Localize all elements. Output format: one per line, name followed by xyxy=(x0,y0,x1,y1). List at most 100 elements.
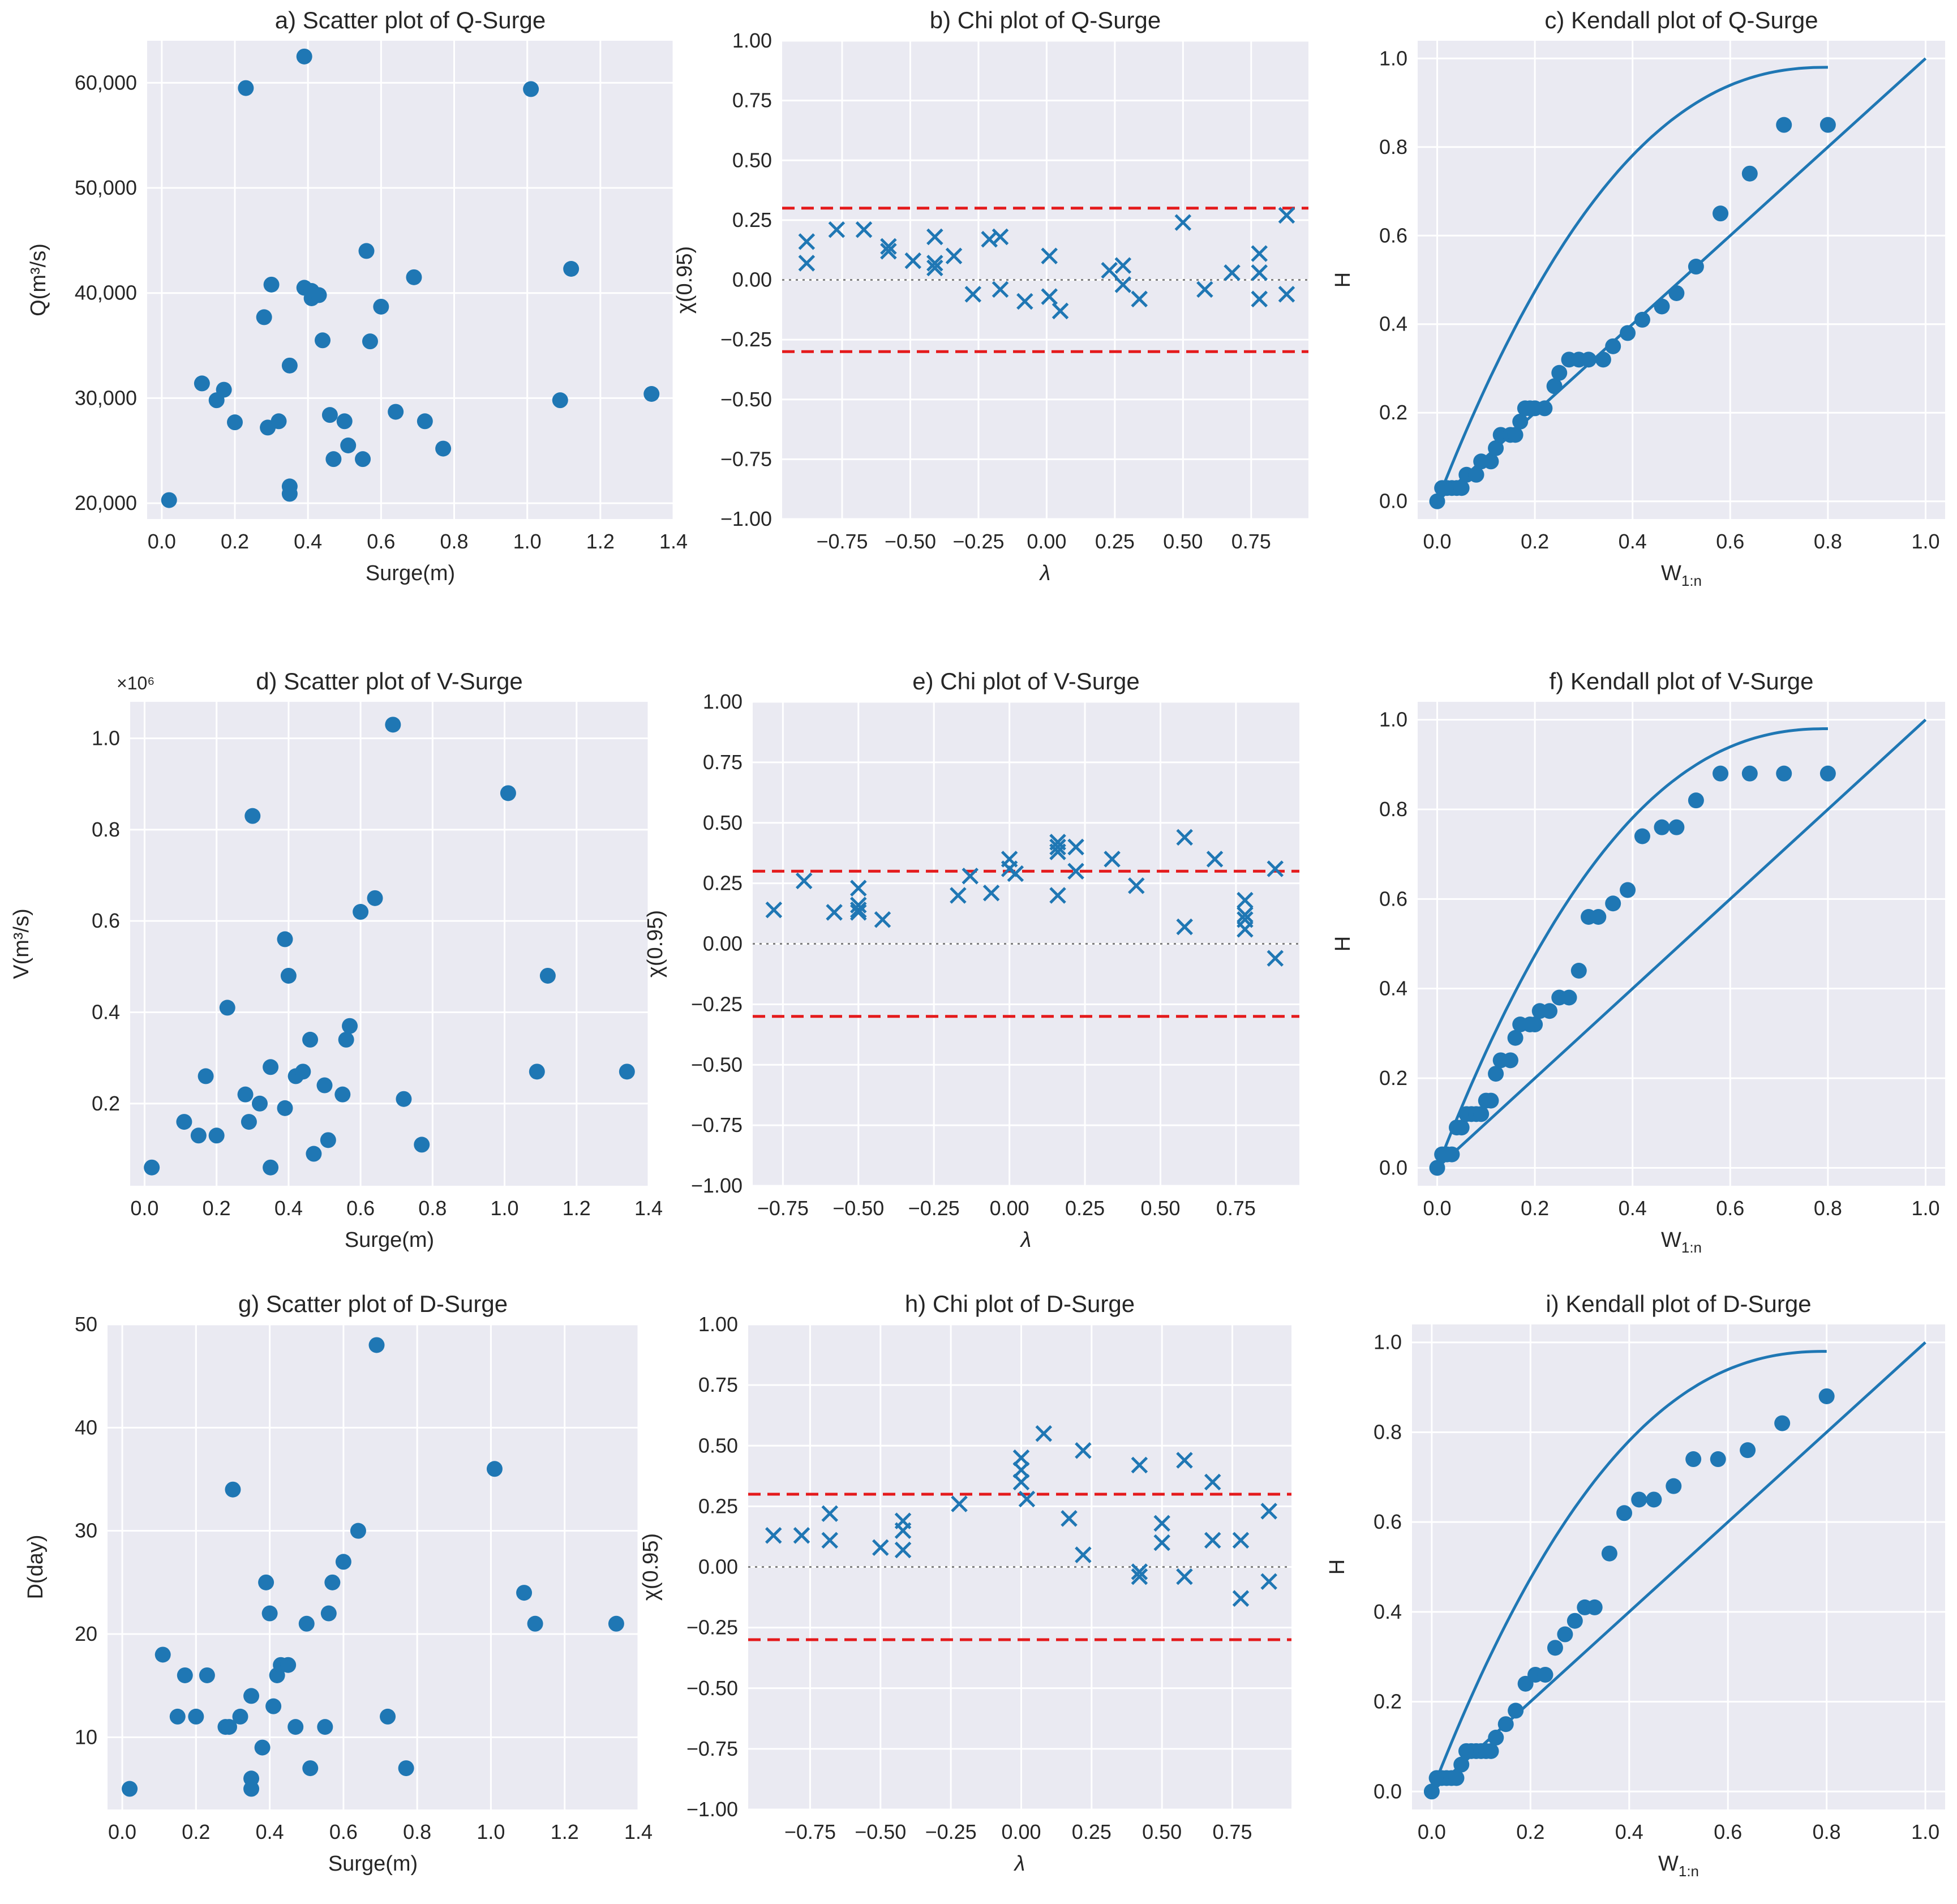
data-point-x xyxy=(1067,863,1084,880)
data-point-x xyxy=(1196,281,1213,298)
data-point-x xyxy=(1174,214,1192,231)
data-point xyxy=(1537,400,1553,417)
data-point-x xyxy=(795,872,813,890)
data-point-x xyxy=(1131,290,1148,308)
y-tick-label: −1.00 xyxy=(686,1798,738,1821)
y-tick-label: 0.2 xyxy=(1379,401,1407,424)
y-tick-label: −1.00 xyxy=(720,507,772,530)
data-point xyxy=(1595,351,1611,368)
data-point xyxy=(1468,466,1484,483)
x-tick-label: 0.0 xyxy=(1423,1197,1451,1220)
y-tick-label: 0.6 xyxy=(1374,1510,1402,1533)
y-tick-label: 30,000 xyxy=(75,386,137,409)
y-axis-label: H xyxy=(1331,272,1355,288)
x-tick-label: 0.2 xyxy=(221,530,249,553)
x-tick-label: 0.0 xyxy=(1418,1820,1446,1843)
data-point xyxy=(237,1086,254,1103)
x-tick-label: 0.4 xyxy=(274,1197,303,1220)
data-point xyxy=(1713,205,1729,222)
y-tick-label: 20,000 xyxy=(75,491,137,514)
data-point-x xyxy=(926,228,943,246)
data-point-x xyxy=(982,884,1000,902)
x-axis-label: W1:n xyxy=(1661,1228,1702,1256)
x-tick-label: 0.6 xyxy=(346,1197,375,1220)
y-tick-label: 1.00 xyxy=(698,1313,738,1336)
data-point xyxy=(539,967,556,984)
data-point-x xyxy=(1061,1510,1078,1527)
data-point xyxy=(122,1781,138,1797)
y-axis-label: Q(m³/s) xyxy=(27,243,50,316)
data-point xyxy=(367,890,383,906)
x-tick-label: −0.25 xyxy=(925,1820,977,1843)
data-point-x xyxy=(1176,1568,1193,1585)
panel-f: 0.0 0.2 0.4 0.6 0.8 1.0 0.0 0.2 0.4 0.6 0.8 1.0 f) K… xyxy=(1331,668,1945,1256)
data-point-x xyxy=(1224,264,1241,281)
x-tick-label: 0.6 xyxy=(1716,1197,1744,1220)
data-point xyxy=(527,1615,543,1632)
data-point xyxy=(1741,165,1758,182)
data-point xyxy=(1429,493,1445,509)
data-point xyxy=(353,904,369,920)
data-point xyxy=(1483,453,1499,470)
data-point xyxy=(1774,1415,1791,1431)
x-tick-label: 0.75 xyxy=(1213,1820,1252,1843)
data-point xyxy=(1616,1505,1633,1521)
data-point xyxy=(1605,338,1621,354)
y-tick-label: 0.2 xyxy=(92,1092,120,1115)
data-point xyxy=(552,392,568,409)
chart-title: h) Chi plot of D-Surge xyxy=(905,1290,1135,1317)
data-point xyxy=(280,967,297,984)
data-point xyxy=(287,1719,304,1735)
data-point xyxy=(317,1719,333,1735)
data-point xyxy=(219,1000,235,1016)
data-point xyxy=(321,407,338,423)
data-point xyxy=(334,1086,351,1103)
data-point xyxy=(1631,1491,1647,1508)
y-axis-label: χ(0.95) xyxy=(673,246,697,314)
data-point xyxy=(1483,1092,1499,1109)
data-point xyxy=(244,808,261,824)
data-point xyxy=(265,1698,282,1714)
x-tick-label: 0.4 xyxy=(1619,530,1647,553)
x-tick-label: −0.75 xyxy=(784,1820,836,1843)
data-point-x xyxy=(850,880,867,897)
data-point xyxy=(1634,828,1650,844)
data-point xyxy=(263,1159,279,1176)
x-tick-label: −0.50 xyxy=(832,1197,884,1220)
x-tick-label: 0.00 xyxy=(990,1197,1029,1220)
panel-b: −0.75 −0.50 −0.25 0.00 0.25 0.50 0.75 −1.00 −0.7… xyxy=(673,7,1308,585)
data-point-x xyxy=(1101,261,1118,279)
data-point xyxy=(385,717,401,733)
data-point-x xyxy=(1104,851,1121,868)
y-axis-label: χ(0.95) xyxy=(643,910,667,977)
data-point xyxy=(281,357,298,374)
data-point xyxy=(1547,1640,1563,1656)
x-tick-label: 0.0 xyxy=(1423,530,1451,553)
data-point-x xyxy=(964,286,982,303)
data-point xyxy=(1423,1783,1440,1800)
data-point-x xyxy=(1260,1573,1277,1590)
data-point-x xyxy=(850,897,867,914)
y-tick-label: 0.4 xyxy=(1379,312,1407,336)
data-point xyxy=(1537,1666,1553,1683)
data-point xyxy=(1497,1716,1514,1733)
chart-title: g) Scatter plot of D-Surge xyxy=(238,1290,508,1317)
data-point xyxy=(256,309,272,325)
data-point xyxy=(529,1064,545,1080)
data-point xyxy=(396,1091,412,1107)
x-axis-label-subscript: 1:n xyxy=(1679,1863,1699,1880)
y-tick-label: 0.25 xyxy=(703,872,743,895)
data-point-x xyxy=(1018,1490,1036,1508)
data-point-x xyxy=(880,243,897,260)
x-tick-label: 1.0 xyxy=(1911,1197,1939,1220)
data-point xyxy=(320,1132,336,1148)
data-point xyxy=(388,404,404,420)
data-point-x xyxy=(962,868,979,885)
x-tick-label: 0.8 xyxy=(403,1820,431,1843)
y-axis-label: V(m³/s) xyxy=(10,908,33,979)
panel-g: 0.0 0.2 0.4 0.6 0.8 1.0 1.2 1.4 10 20 30 40 50 g) Sca… xyxy=(24,1290,653,1876)
data-point-x xyxy=(1052,302,1069,320)
data-point xyxy=(1488,1066,1504,1082)
data-point-x xyxy=(904,252,922,269)
